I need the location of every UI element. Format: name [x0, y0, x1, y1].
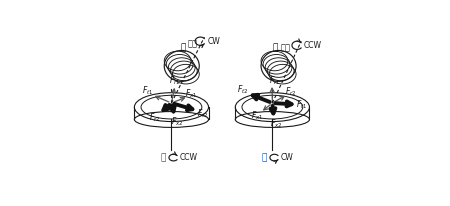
Text: $F_{t2}$: $F_{t2}$	[197, 107, 208, 119]
Text: $F_{r1}$: $F_{r1}$	[169, 75, 181, 87]
Text: CW: CW	[281, 153, 294, 162]
Text: $F_{x2}$: $F_{x2}$	[171, 115, 184, 128]
Text: 驱动: 驱动	[281, 43, 291, 52]
Text: 凸: 凸	[161, 153, 166, 162]
Text: $F_{t2}$: $F_{t2}$	[237, 84, 248, 96]
Text: CW: CW	[207, 37, 220, 46]
Text: CCW: CCW	[180, 153, 198, 162]
Text: $F_{t1}$: $F_{t1}$	[142, 85, 153, 97]
Text: $F_{x1}$: $F_{x1}$	[252, 109, 264, 122]
Text: 驱动: 驱动	[188, 40, 198, 49]
Text: $F_{r2}$: $F_{r2}$	[285, 85, 297, 98]
Text: $F_{r1}$: $F_{r1}$	[269, 75, 280, 87]
Text: 凹: 凹	[261, 153, 267, 162]
Text: 凸: 凸	[180, 43, 185, 52]
Text: $F_{x1}$: $F_{x1}$	[185, 88, 198, 100]
Text: CCW: CCW	[304, 41, 322, 50]
Text: $F_{x2}$: $F_{x2}$	[270, 117, 282, 130]
Text: $F_{r2}$: $F_{r2}$	[149, 112, 160, 124]
Text: 凸: 凸	[273, 43, 278, 52]
Text: $F_{t1}$: $F_{t1}$	[296, 99, 307, 111]
